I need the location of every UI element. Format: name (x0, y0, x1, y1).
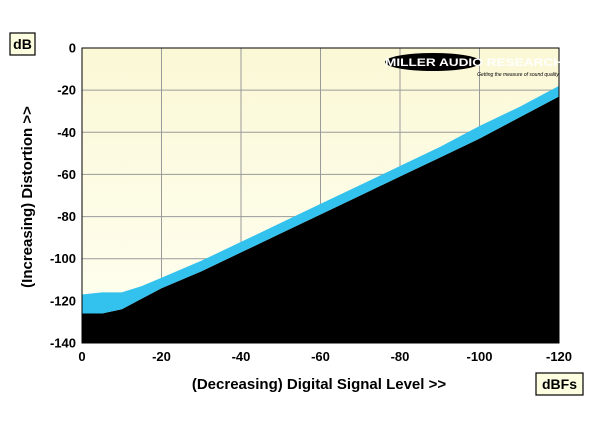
plot-frame (81, 47, 560, 344)
y-tick-label: -100 (50, 251, 76, 266)
y-tick-label: -60 (57, 167, 76, 182)
below-noise-fill (82, 96, 559, 343)
x-unit-label: dBFs (542, 376, 577, 392)
y-axis-title: (Increasing) Distortion >> (19, 106, 36, 288)
x-axis-ticks: 0 -20 -40 -60 -80 -100 -120 (78, 349, 572, 364)
y-unit-label: dB (13, 36, 32, 52)
y-unit-box: dB (9, 32, 36, 56)
y-tick-label: 0 (69, 41, 76, 56)
x-tick-label: -20 (152, 349, 171, 364)
distortion-band (82, 85, 559, 314)
x-unit-box: dBFs (535, 372, 584, 396)
x-tick-label: -80 (391, 349, 410, 364)
x-tick-label: -100 (466, 349, 492, 364)
brand-logo-text: MILLER AUDIO RESEARCH (385, 57, 563, 69)
y-tick-label: -120 (50, 293, 76, 308)
y-tick-label: -20 (57, 83, 76, 98)
x-tick-label: -60 (311, 349, 330, 364)
x-axis-title: (Decreasing) Digital Signal Level >> (192, 376, 446, 393)
x-tick-label: -40 (232, 349, 251, 364)
y-tick-label: -80 (57, 209, 76, 224)
y-tick-label: -140 (50, 336, 76, 351)
x-tick-label: -120 (546, 349, 572, 364)
brand-logo-oval (385, 53, 481, 71)
x-tick-label: 0 (78, 349, 85, 364)
brand-logo: MILLER AUDIO RESEARCH Getting the measur… (385, 53, 563, 78)
brand-logo-tagline: Getting the measure of sound quality (477, 72, 559, 78)
y-tick-label: -40 (57, 125, 76, 140)
y-axis-ticks: 0 -20 -40 -60 -80 -100 -120 -140 (50, 41, 76, 351)
